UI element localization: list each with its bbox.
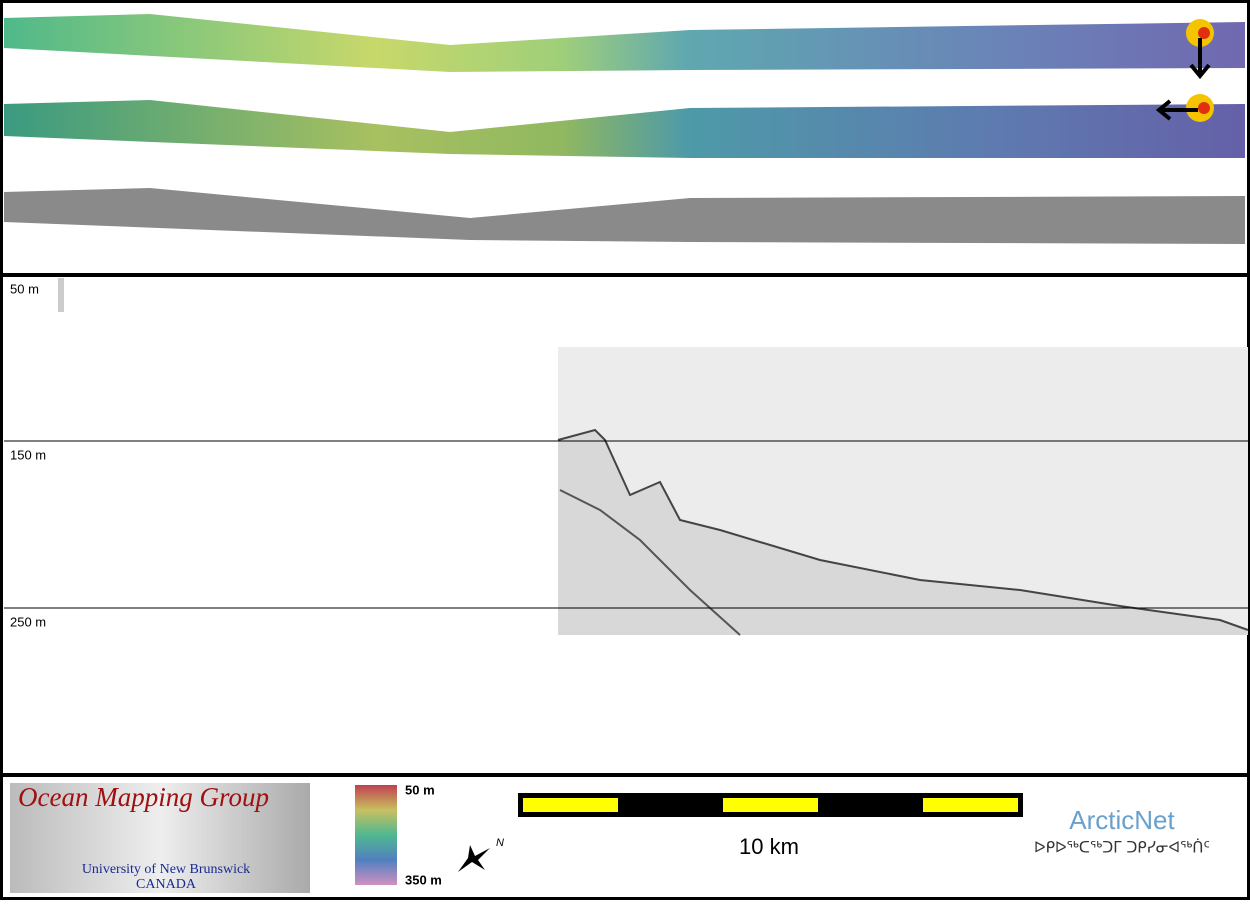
scale-segment bbox=[723, 798, 818, 812]
scale-label: 10 km bbox=[739, 834, 799, 859]
depth-label: 250 m bbox=[10, 614, 46, 629]
trace bbox=[58, 278, 64, 312]
scale-segment bbox=[923, 798, 1018, 812]
north-arrow bbox=[458, 845, 490, 872]
depth-label: 150 m bbox=[10, 447, 46, 462]
bathymetry-swath bbox=[4, 100, 1245, 158]
logo-country: CANADA bbox=[136, 877, 197, 892]
partner-name: ArcticNet bbox=[1069, 805, 1175, 835]
logo-university: University of New Brunswick bbox=[82, 862, 250, 877]
logo-title: Ocean Mapping Group bbox=[18, 782, 269, 812]
north-label: N bbox=[496, 837, 504, 849]
partner-subtitle: ᐅᑭᐅᖅᑕᖅᑐᒥ ᑐᑭᓯᓂᐊᖅᑏᑦ bbox=[1034, 839, 1210, 857]
reflector bbox=[559, 489, 741, 636]
sediment bbox=[558, 430, 1248, 635]
bathymetry-swath bbox=[4, 14, 1245, 72]
scale-segment bbox=[523, 798, 618, 812]
sun-icon bbox=[1155, 19, 1214, 122]
backscatter-swath bbox=[4, 188, 1245, 244]
logo bbox=[10, 783, 310, 893]
colorbar-label: 350 m bbox=[405, 872, 442, 887]
colorbar-label: 50 m bbox=[405, 782, 435, 797]
seafloor bbox=[557, 428, 1249, 631]
depth-label: 50 m bbox=[10, 281, 39, 296]
colorbar bbox=[355, 785, 397, 885]
